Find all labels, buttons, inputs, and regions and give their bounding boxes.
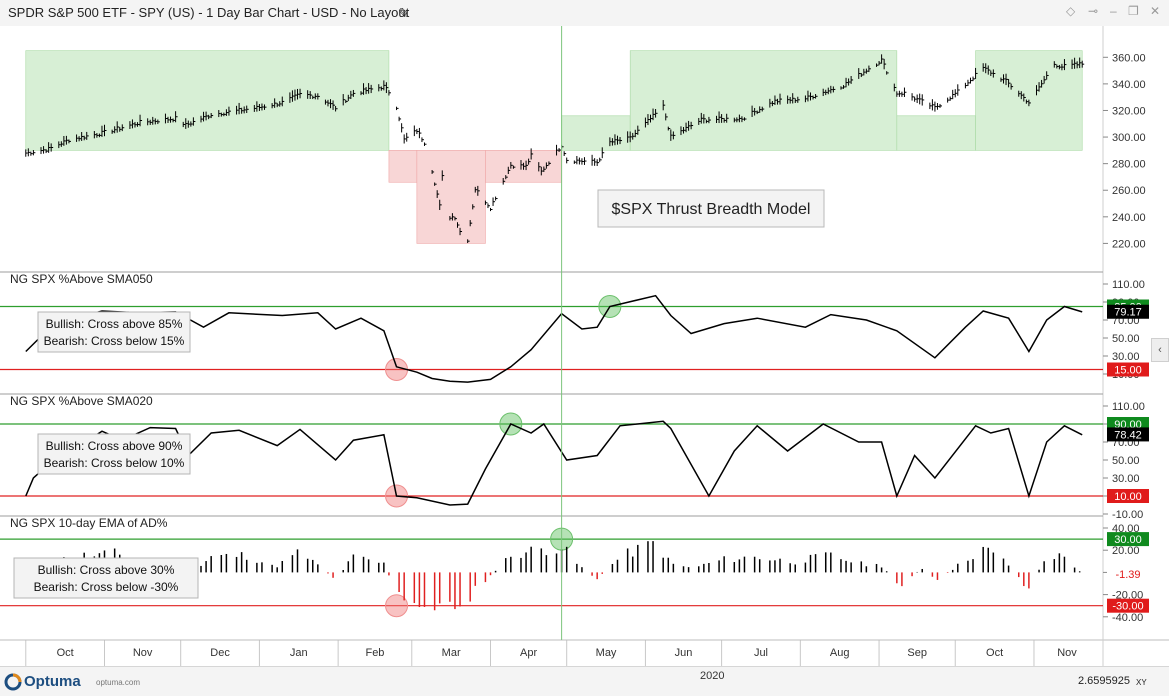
y-tick-label: -40.00 <box>1112 612 1143 624</box>
optuma-url: optuma.com <box>96 678 141 687</box>
legend-box <box>13 557 199 599</box>
legend-text: Bullish: Cross above 90% <box>46 439 183 453</box>
panel-title: NG SPX %Above SMA020 <box>10 394 153 408</box>
annotation-box <box>597 189 825 228</box>
month-label: Apr <box>520 647 537 659</box>
y-tick-label: 240.00 <box>1112 212 1146 224</box>
zoom-mode[interactable]: XY <box>1136 678 1147 687</box>
lower-value-badge-text: 10.00 <box>1114 491 1142 503</box>
month-label: Oct <box>986 647 1003 659</box>
month-label: Nov <box>1057 647 1077 659</box>
y-tick-label: 110.00 <box>1112 279 1145 291</box>
panel-1: 220.00 240.00 260.00 280.00 300.00 320.00 340.… <box>25 50 1146 250</box>
title-bar: SPDR S&P 500 ETF - SPY (US) - 1 Day Bar … <box>0 0 1169 27</box>
month-label: Mar <box>442 647 461 659</box>
y-tick-label: 260.00 <box>1112 185 1146 197</box>
year-label: 2020 <box>700 670 725 682</box>
lower-value-badge-text: -30.00 <box>1112 601 1143 613</box>
y-tick-label: 50.00 <box>1112 455 1140 467</box>
signal-zone <box>388 150 418 183</box>
legend-text: Bearish: Cross below -30% <box>34 580 179 594</box>
month-label: Feb <box>365 647 384 659</box>
zoom-value[interactable]: 2.6595925 <box>1078 675 1130 687</box>
last-value-badge <box>1107 304 1149 319</box>
month-label: Jul <box>754 647 768 659</box>
legend-text: Bearish: Cross below 15% <box>44 334 185 348</box>
annotation-text: $SPX Thrust Breadth Model <box>612 201 811 218</box>
month-label: Oct <box>57 647 74 659</box>
last-value-badge <box>1107 566 1149 581</box>
collapse-panel-button[interactable]: ‹ <box>1151 338 1169 362</box>
panel-title: NG SPX 10-day EMA of AD% <box>10 516 168 530</box>
y-tick-label: 320.00 <box>1112 105 1146 117</box>
panel-3: -10.0010.0030.0050.0070.0090.00110.00NG … <box>0 393 1149 521</box>
y-tick-label: 30.00 <box>1112 351 1140 363</box>
last-value-badge <box>1107 427 1149 442</box>
upper-value-badge <box>1107 532 1149 547</box>
month-label: Nov <box>133 647 153 659</box>
panel-title: NG SPX %Above SMA050 <box>10 272 153 286</box>
pencil-icon[interactable]: ✎ <box>398 5 410 21</box>
y-tick-label: 220.00 <box>1112 238 1146 250</box>
signal-zone <box>25 50 390 151</box>
lower-value-badge <box>1107 489 1149 503</box>
legend-text: Bullish: Cross above 30% <box>38 563 175 577</box>
last-value-badge-text: 79.17 <box>1114 307 1142 319</box>
y-tick-label: 50.00 <box>1112 333 1140 345</box>
last-value-badge-text: -1.39 <box>1115 569 1140 581</box>
optuma-logo-icon <box>4 673 22 691</box>
y-tick-label: 280.00 <box>1112 159 1146 171</box>
diamond-icon[interactable]: ◇ <box>1066 4 1076 18</box>
lower-value-badge <box>1107 598 1149 613</box>
month-label: Jan <box>290 647 308 659</box>
lower-value-badge-text: 15.00 <box>1114 365 1142 377</box>
signal-zone <box>896 115 976 151</box>
price-bars <box>25 54 1085 244</box>
legend-box <box>37 311 191 353</box>
signal-zone <box>416 150 486 244</box>
minimize-icon[interactable]: – <box>1110 4 1117 18</box>
upper-value-badge-text: 30.00 <box>1114 534 1142 546</box>
indicator-line <box>25 294 1083 383</box>
y-tick-label: -10.00 <box>1112 509 1143 521</box>
y-tick-label: 340.00 <box>1112 79 1146 91</box>
month-label: Aug <box>830 647 850 659</box>
month-label: Jun <box>675 647 693 659</box>
y-tick-label: -20.00 <box>1112 590 1143 602</box>
pin-icon[interactable]: ⊸ <box>1088 4 1099 18</box>
month-label: Sep <box>907 647 927 659</box>
y-tick-label: 30.00 <box>1112 473 1140 485</box>
y-tick-label: 360.00 <box>1112 52 1146 64</box>
lower-value-badge <box>1107 362 1149 377</box>
signal-marker <box>385 594 409 618</box>
legend-text: Bullish: Cross above 85% <box>46 317 183 331</box>
close-icon[interactable]: ✕ <box>1150 4 1161 18</box>
month-label: Dec <box>210 647 230 659</box>
y-tick-label: 300.00 <box>1112 132 1146 144</box>
month-label: May <box>596 647 617 659</box>
status-bar: Optuma optuma.com 2020 2.6595925 XY <box>0 666 1169 696</box>
chart-window-title: SPDR S&P 500 ETF - SPY (US) - 1 Day Bar … <box>8 5 410 20</box>
legend-text: Bearish: Cross below 10% <box>44 456 185 470</box>
chart-area: 220.00 240.00 260.00 280.00 300.00 320.00 340.… <box>0 26 1169 666</box>
signal-zone <box>561 115 631 151</box>
restore-icon[interactable]: ❐ <box>1128 4 1139 18</box>
legend-box <box>37 433 191 475</box>
optuma-logo-text: Optuma <box>24 673 81 690</box>
y-tick-label: 20.00 <box>1112 545 1140 557</box>
y-tick-label: 110.00 <box>1112 401 1145 413</box>
signal-zone <box>629 50 898 151</box>
y-tick-label: 40.00 <box>1112 523 1140 535</box>
last-value-badge-text: 78.42 <box>1114 429 1142 441</box>
